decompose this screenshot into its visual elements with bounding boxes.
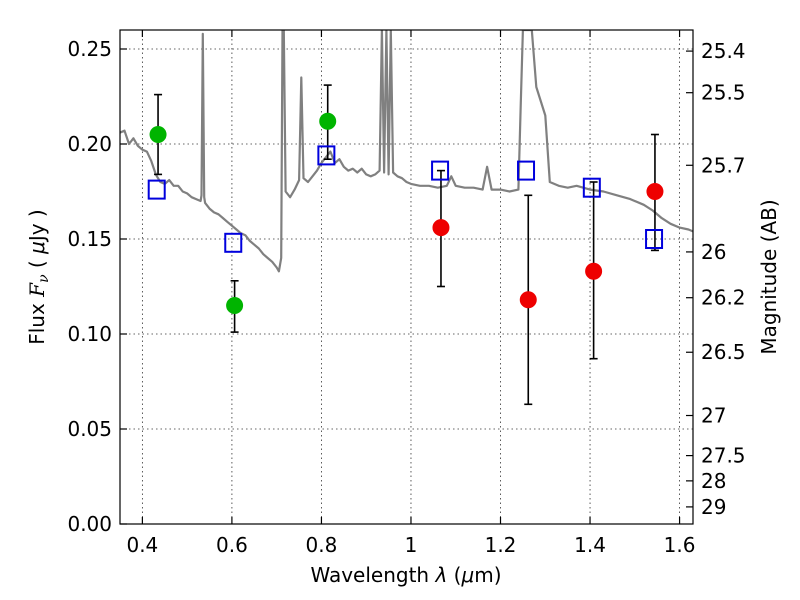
data-markers (147, 84, 664, 406)
y-tick-label: 0.00 (67, 512, 112, 536)
grid-lines (120, 30, 693, 524)
data-point (646, 183, 664, 200)
model-point (431, 160, 450, 181)
model-point (224, 232, 243, 253)
x-tick-label: 1.6 (664, 533, 696, 557)
model-point (317, 145, 336, 166)
model-point (147, 179, 166, 200)
data-point (149, 126, 167, 143)
data-point (319, 112, 337, 130)
x-tick-label: 0.6 (216, 533, 248, 557)
right-tick-label: 27 (701, 404, 726, 428)
model-point (582, 177, 601, 198)
right-tick-label: 29 (701, 495, 726, 519)
data-point (585, 262, 603, 280)
right-tick-label: 25.5 (701, 81, 746, 105)
y-tick-label: 0.05 (67, 417, 112, 441)
right-tick-label: 25.4 (701, 39, 746, 63)
x-tick-label: 0.4 (126, 533, 158, 557)
right-tick-label: 27.5 (701, 444, 746, 468)
y-tick-label: 0.15 (67, 227, 112, 251)
y-axis-right-label: Magnitude (AB) (757, 199, 781, 354)
y-tick-label: 0.25 (67, 37, 112, 61)
x-axis-label: Wavelength λ (μm) (310, 563, 501, 587)
right-tick-label: 25.7 (701, 153, 746, 177)
x-tick-label: 1 (405, 533, 418, 557)
y-tick-label: 0.10 (67, 322, 112, 346)
x-tick-label: 1.4 (574, 533, 606, 557)
x-tick-label: 0.8 (306, 533, 338, 557)
y-tick-label: 0.20 (67, 132, 112, 156)
model-point (645, 229, 664, 249)
x-tick-label: 1.2 (485, 533, 517, 557)
right-tick-label: 26.5 (701, 340, 746, 364)
spectrum-layer (120, 30, 693, 273)
spectrum-line (120, 30, 693, 273)
axis-ticks: 0.4 0.6 0.8 1 1.2 1.4 1.6 0.00 0.05 0.10 0.15 0.20 0… (67, 30, 746, 557)
plot-frame (119, 29, 694, 525)
model-point (517, 160, 536, 181)
right-tick-label: 26.2 (701, 286, 746, 310)
data-point (432, 219, 450, 237)
right-tick-label: 26 (701, 240, 726, 264)
data-point (519, 291, 537, 309)
right-tick-label: 28 (701, 469, 726, 493)
data-point (226, 297, 244, 314)
y-axis-label: Flux Fν ( μJy ) (25, 209, 52, 345)
